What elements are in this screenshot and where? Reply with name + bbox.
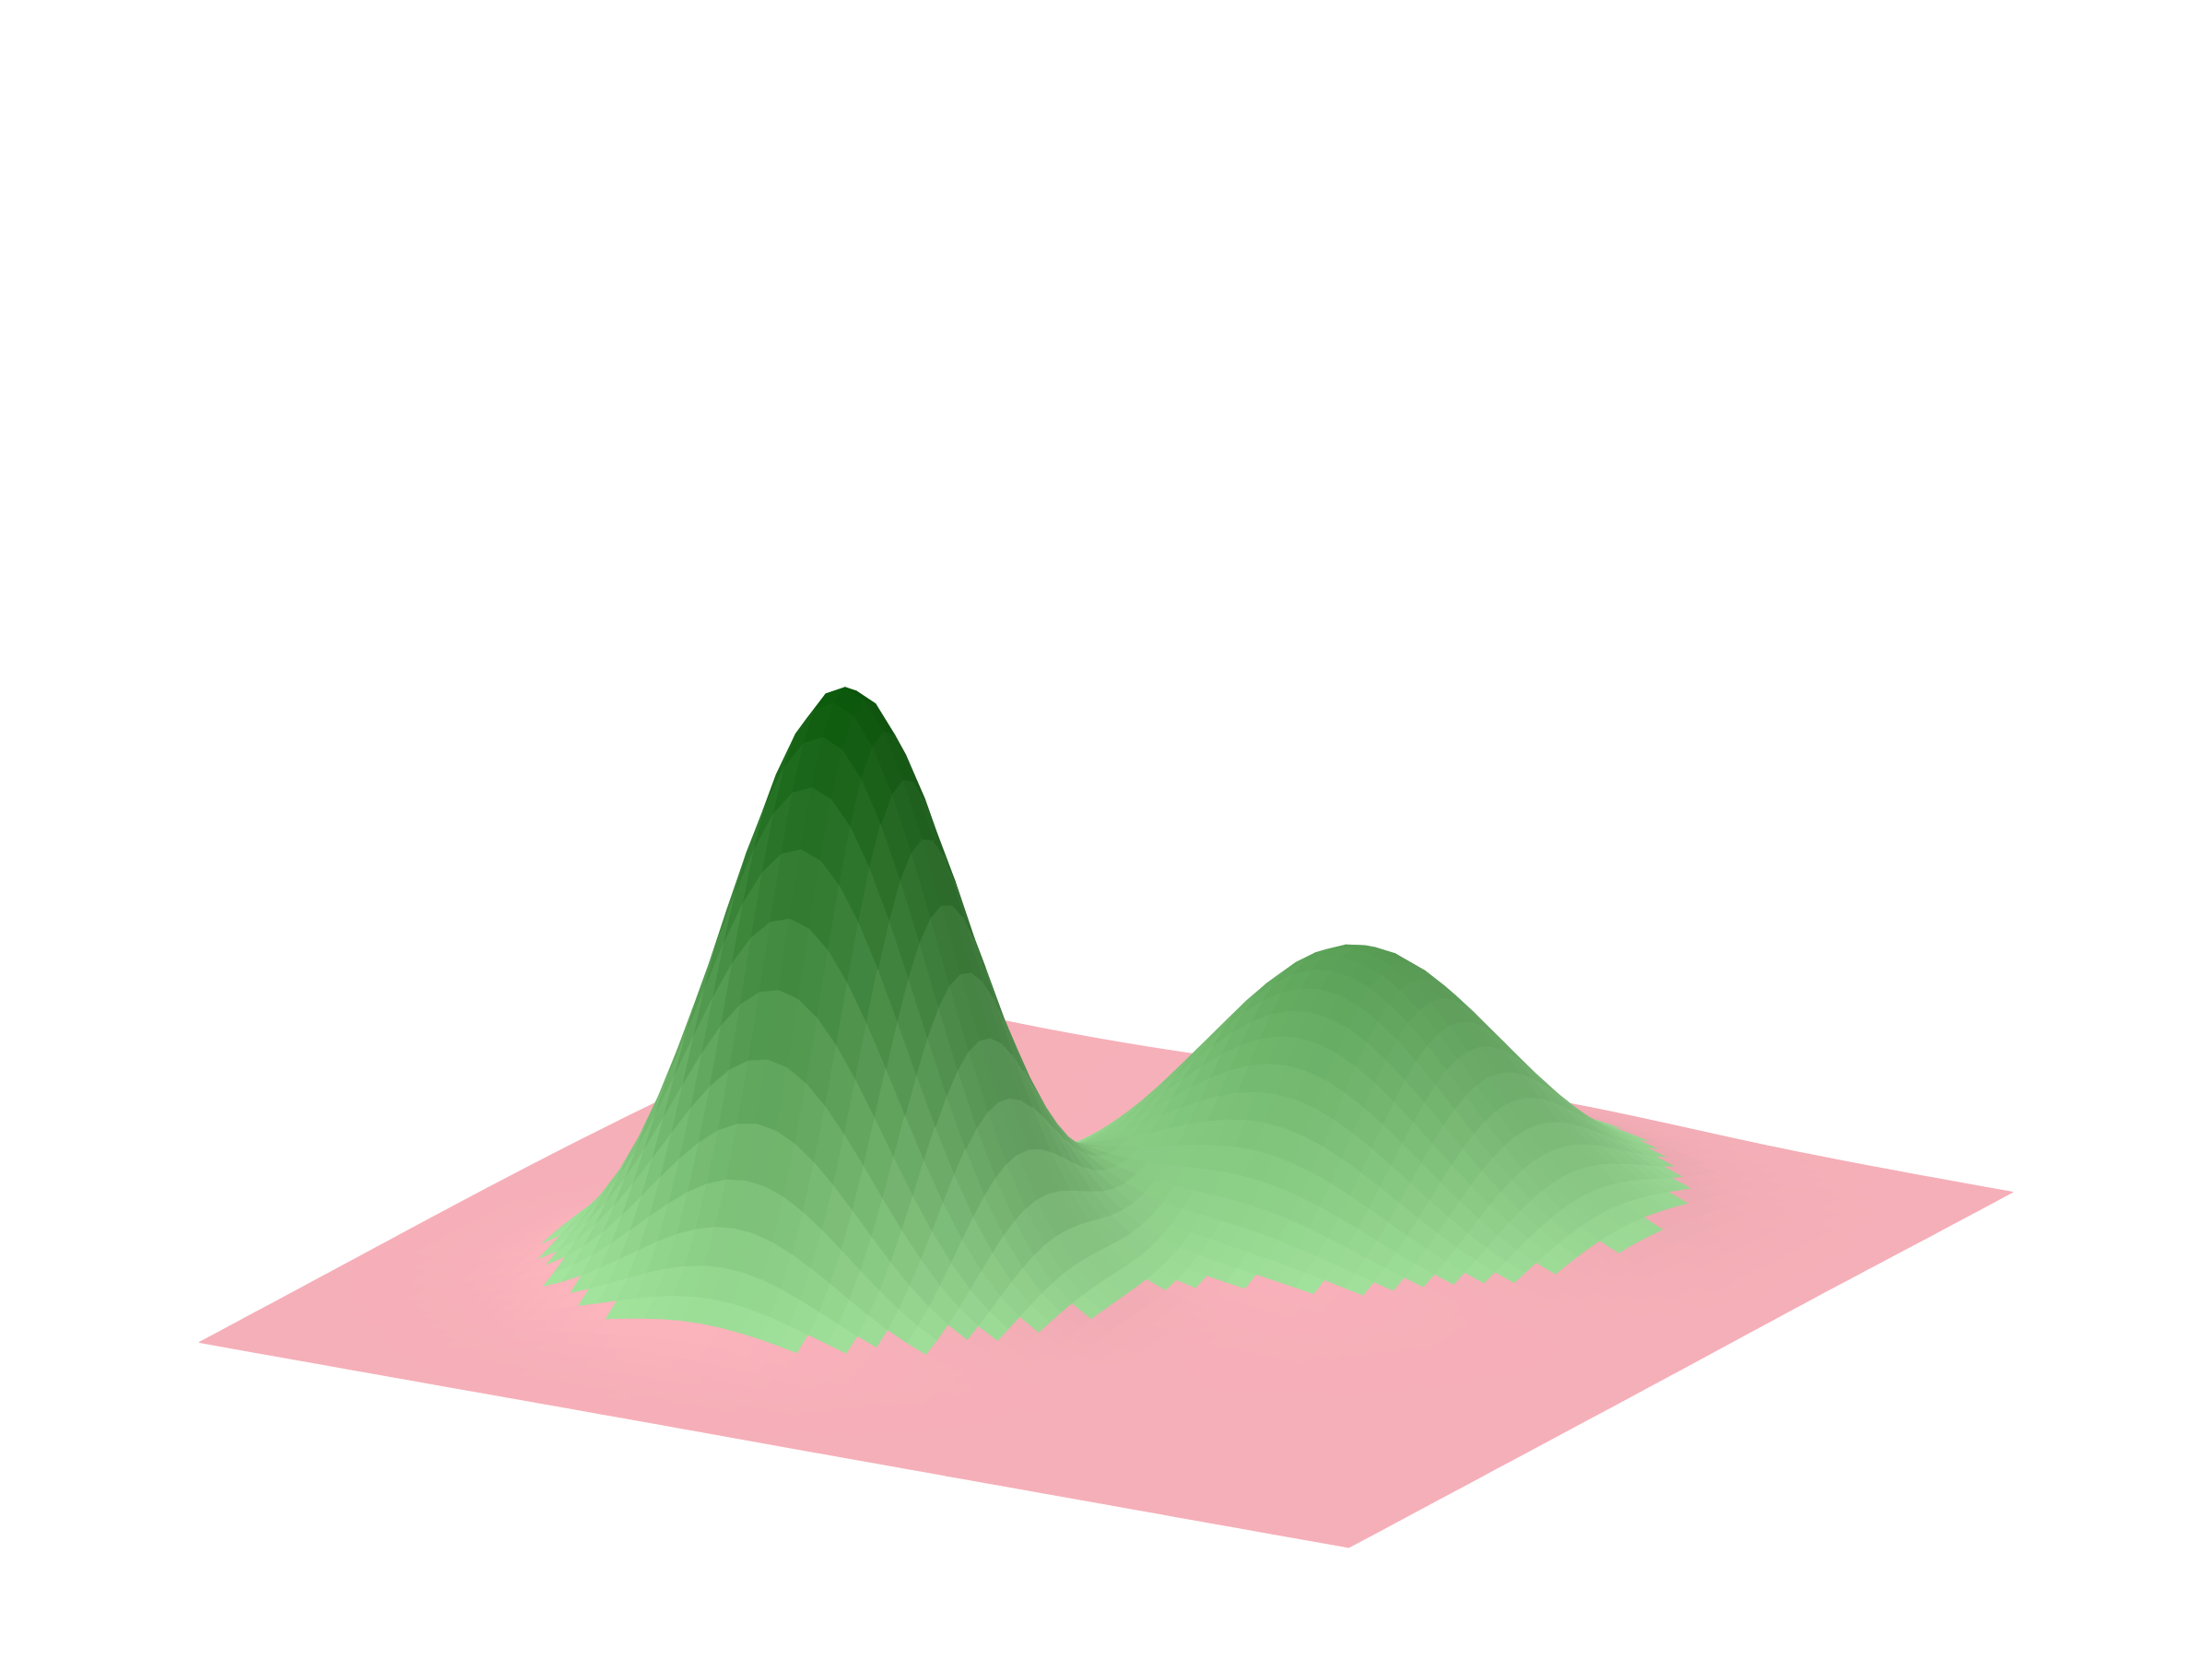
surface-mesh bbox=[198, 687, 2014, 1548]
